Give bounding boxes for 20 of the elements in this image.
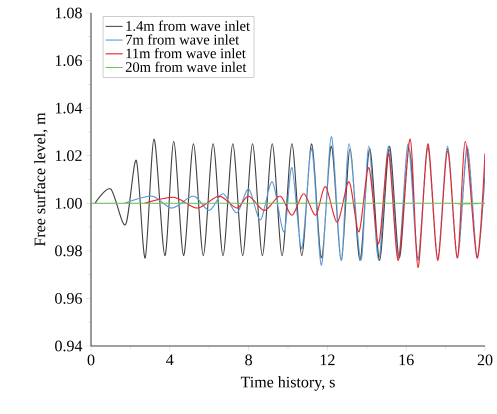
legend-label: 11m from wave inlet <box>126 48 246 58</box>
legend-label: 1.4m from wave inlet <box>126 20 250 31</box>
y-tick-label: 1.04 <box>56 102 82 114</box>
y-tick-label: 0.96 <box>55 292 82 304</box>
x-tick-label: 20 <box>478 354 492 366</box>
x-tick-label: 16 <box>400 354 414 366</box>
x-tick-label: 0 <box>88 354 94 366</box>
legend-label: 20m from wave inlet <box>126 62 246 72</box>
x-tick-label: 8 <box>245 354 252 366</box>
y-tick-label: 0.98 <box>55 245 82 256</box>
legend-label: 7m from wave inlet <box>126 34 240 45</box>
y-tick-label: 1.08 <box>56 8 82 18</box>
x-tick-label: 12 <box>320 354 335 366</box>
y-axis-title: Free surface level, m <box>34 112 48 246</box>
y-tick-label: 1.00 <box>56 198 82 209</box>
y-tick-label: 0.94 <box>55 340 82 352</box>
x-tick-label: 4 <box>166 354 174 366</box>
y-tick-label: 1.06 <box>56 55 82 66</box>
x-axis-title: Time history, s <box>240 376 335 391</box>
y-tick-label: 1.02 <box>56 150 82 162</box>
